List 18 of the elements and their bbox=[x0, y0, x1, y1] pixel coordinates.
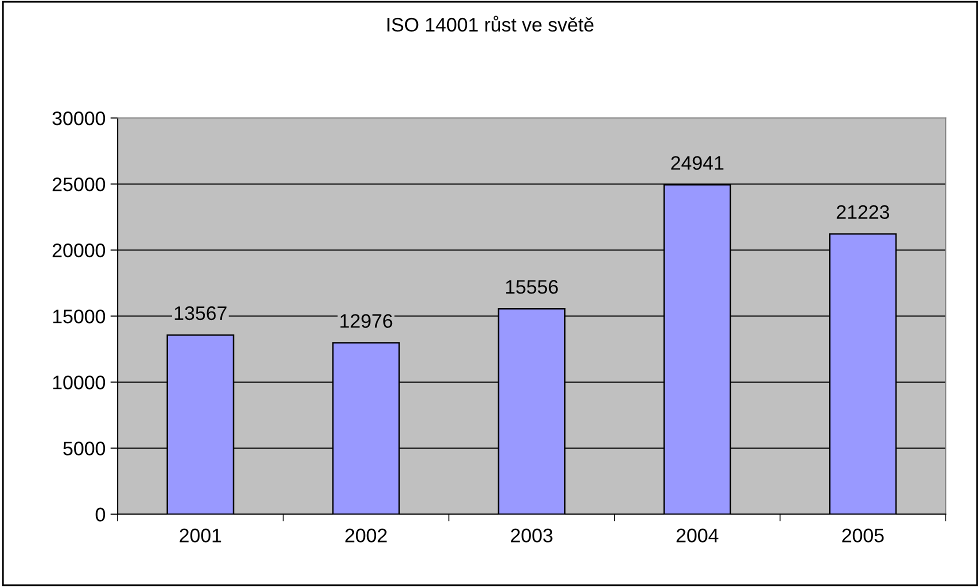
x-tick-label: 2001 bbox=[180, 528, 222, 542]
data-label: 21223 bbox=[836, 205, 890, 219]
data-label: 12976 bbox=[340, 314, 392, 328]
y-tick-label: 10000 bbox=[53, 376, 106, 390]
data-label: 13567 bbox=[174, 306, 226, 320]
x-tick-label: 2003 bbox=[511, 528, 552, 542]
y-tick-label: 0 bbox=[96, 508, 106, 522]
y-tick-label: 30000 bbox=[52, 111, 106, 126]
y-tick-label: 5000 bbox=[63, 442, 106, 456]
data-label: 24941 bbox=[671, 156, 724, 170]
x-tick-label: 2005 bbox=[842, 528, 884, 542]
x-tick-label: 2002 bbox=[345, 528, 387, 542]
data-label: 15556 bbox=[506, 280, 558, 294]
chart-title: ISO 14001 růst ve světě bbox=[388, 16, 594, 32]
y-tick-label: 20000 bbox=[52, 244, 106, 258]
y-tick-label: 25000 bbox=[52, 177, 106, 192]
y-tick-label: 15000 bbox=[53, 310, 106, 324]
x-tick-label: 2004 bbox=[676, 528, 718, 542]
